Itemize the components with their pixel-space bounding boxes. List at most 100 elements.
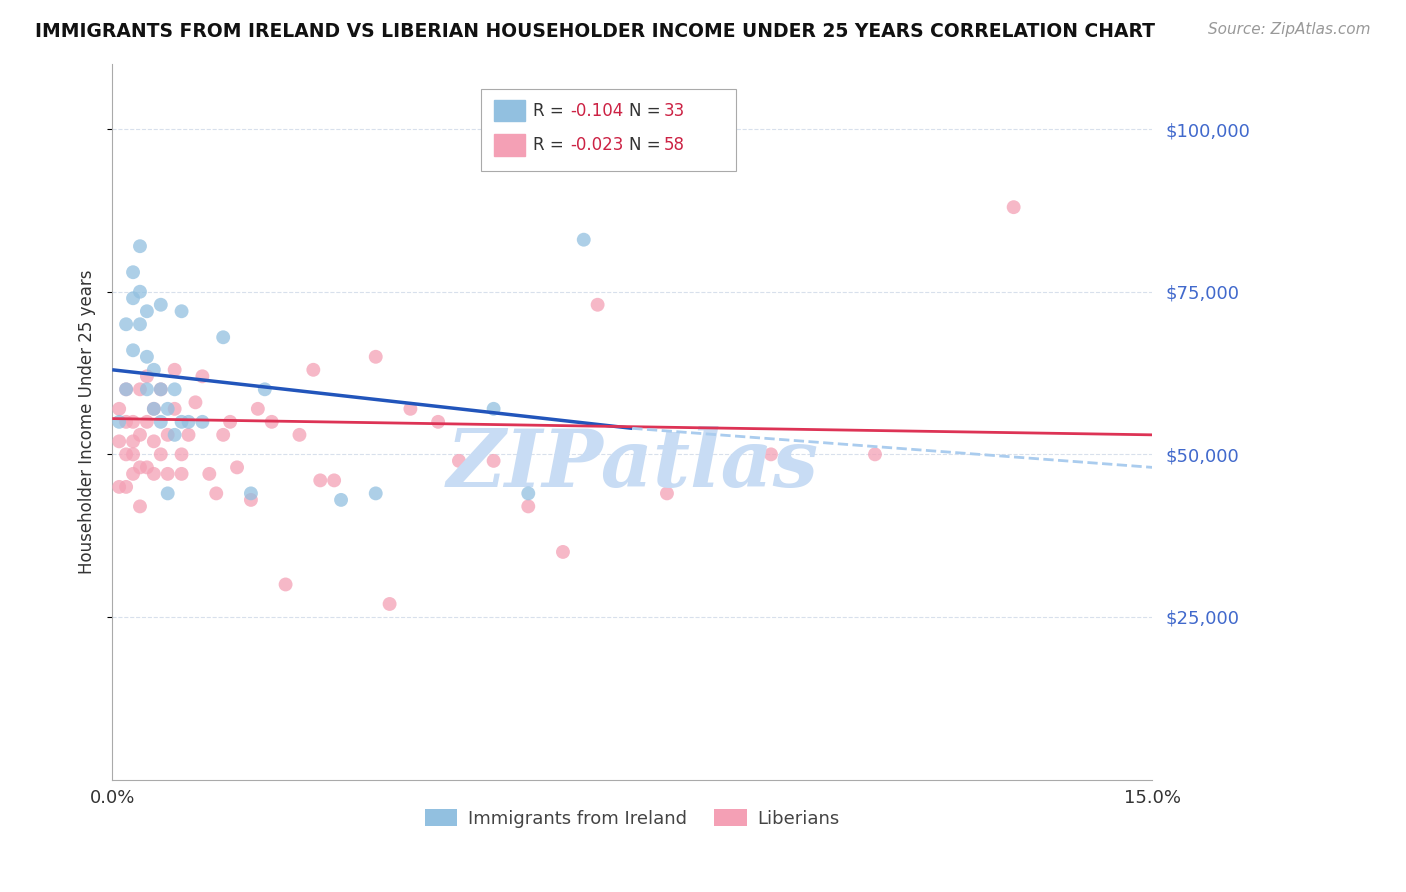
Point bbox=[142, 434, 165, 449]
Point bbox=[330, 492, 353, 507]
Point bbox=[239, 492, 262, 507]
Point bbox=[427, 415, 450, 429]
Point bbox=[364, 350, 387, 364]
Point bbox=[129, 500, 152, 514]
Point bbox=[129, 285, 152, 299]
Point bbox=[122, 291, 145, 305]
Point bbox=[108, 480, 131, 494]
Point bbox=[163, 363, 186, 377]
Point bbox=[246, 401, 269, 416]
Point bbox=[655, 486, 678, 500]
Point bbox=[170, 304, 193, 318]
Point bbox=[142, 401, 165, 416]
Point bbox=[177, 415, 200, 429]
Point bbox=[447, 454, 470, 468]
Point bbox=[129, 427, 152, 442]
Point bbox=[239, 486, 262, 500]
Y-axis label: Householder Income Under 25 years: Householder Income Under 25 years bbox=[79, 269, 96, 574]
Text: ZIPatlas: ZIPatlas bbox=[446, 426, 818, 503]
Point bbox=[142, 401, 165, 416]
Point bbox=[129, 382, 152, 396]
Legend: Immigrants from Ireland, Liberians: Immigrants from Ireland, Liberians bbox=[418, 802, 846, 835]
Text: 33: 33 bbox=[664, 102, 685, 120]
FancyBboxPatch shape bbox=[494, 100, 526, 121]
Point bbox=[156, 486, 179, 500]
Point bbox=[122, 434, 145, 449]
Point bbox=[226, 460, 249, 475]
Point bbox=[122, 265, 145, 279]
Point bbox=[135, 304, 157, 318]
Point bbox=[212, 427, 235, 442]
Point bbox=[135, 415, 157, 429]
Point bbox=[142, 363, 165, 377]
Point bbox=[364, 486, 387, 500]
Text: IMMIGRANTS FROM IRELAND VS LIBERIAN HOUSEHOLDER INCOME UNDER 25 YEARS CORRELATIO: IMMIGRANTS FROM IRELAND VS LIBERIAN HOUS… bbox=[35, 22, 1156, 41]
Point bbox=[586, 298, 609, 312]
Point bbox=[551, 545, 574, 559]
Point bbox=[191, 415, 214, 429]
Point bbox=[399, 401, 422, 416]
Point bbox=[572, 233, 595, 247]
Point bbox=[517, 486, 540, 500]
Point bbox=[274, 577, 297, 591]
Point bbox=[115, 382, 138, 396]
Point bbox=[156, 427, 179, 442]
Point bbox=[135, 369, 157, 384]
Point bbox=[122, 343, 145, 358]
Point bbox=[129, 318, 152, 332]
Text: -0.104: -0.104 bbox=[569, 102, 623, 120]
Point bbox=[142, 467, 165, 481]
Point bbox=[198, 467, 221, 481]
Point bbox=[135, 382, 157, 396]
Text: R =: R = bbox=[533, 102, 569, 120]
Point bbox=[115, 415, 138, 429]
Text: Source: ZipAtlas.com: Source: ZipAtlas.com bbox=[1208, 22, 1371, 37]
Point bbox=[482, 401, 505, 416]
Text: N =: N = bbox=[628, 136, 666, 154]
Point bbox=[309, 474, 332, 488]
Text: -0.023: -0.023 bbox=[569, 136, 623, 154]
Point bbox=[191, 369, 214, 384]
Point bbox=[219, 415, 242, 429]
Point bbox=[115, 318, 138, 332]
Point bbox=[184, 395, 207, 409]
Point bbox=[115, 447, 138, 461]
Point bbox=[108, 401, 131, 416]
Text: N =: N = bbox=[628, 102, 666, 120]
FancyBboxPatch shape bbox=[481, 89, 737, 171]
FancyBboxPatch shape bbox=[494, 134, 526, 155]
Point bbox=[129, 460, 152, 475]
Point bbox=[759, 447, 782, 461]
Point bbox=[177, 427, 200, 442]
Point bbox=[482, 454, 505, 468]
Point bbox=[156, 401, 179, 416]
Point bbox=[163, 401, 186, 416]
Point bbox=[135, 460, 157, 475]
Point bbox=[149, 298, 172, 312]
Point bbox=[122, 447, 145, 461]
Point bbox=[323, 474, 346, 488]
Point bbox=[288, 427, 311, 442]
Point bbox=[149, 447, 172, 461]
Point bbox=[302, 363, 325, 377]
Point bbox=[149, 382, 172, 396]
Point bbox=[253, 382, 276, 396]
Point bbox=[170, 447, 193, 461]
Point bbox=[863, 447, 886, 461]
Point bbox=[108, 415, 131, 429]
Point bbox=[212, 330, 235, 344]
Point bbox=[135, 350, 157, 364]
Point bbox=[517, 500, 540, 514]
Point bbox=[149, 415, 172, 429]
Point bbox=[163, 382, 186, 396]
Text: 58: 58 bbox=[664, 136, 685, 154]
Point bbox=[149, 382, 172, 396]
Point bbox=[1002, 200, 1025, 214]
Point bbox=[115, 382, 138, 396]
Point bbox=[205, 486, 228, 500]
Point bbox=[170, 467, 193, 481]
Point bbox=[260, 415, 283, 429]
Point bbox=[163, 427, 186, 442]
Point bbox=[156, 467, 179, 481]
Point bbox=[122, 415, 145, 429]
